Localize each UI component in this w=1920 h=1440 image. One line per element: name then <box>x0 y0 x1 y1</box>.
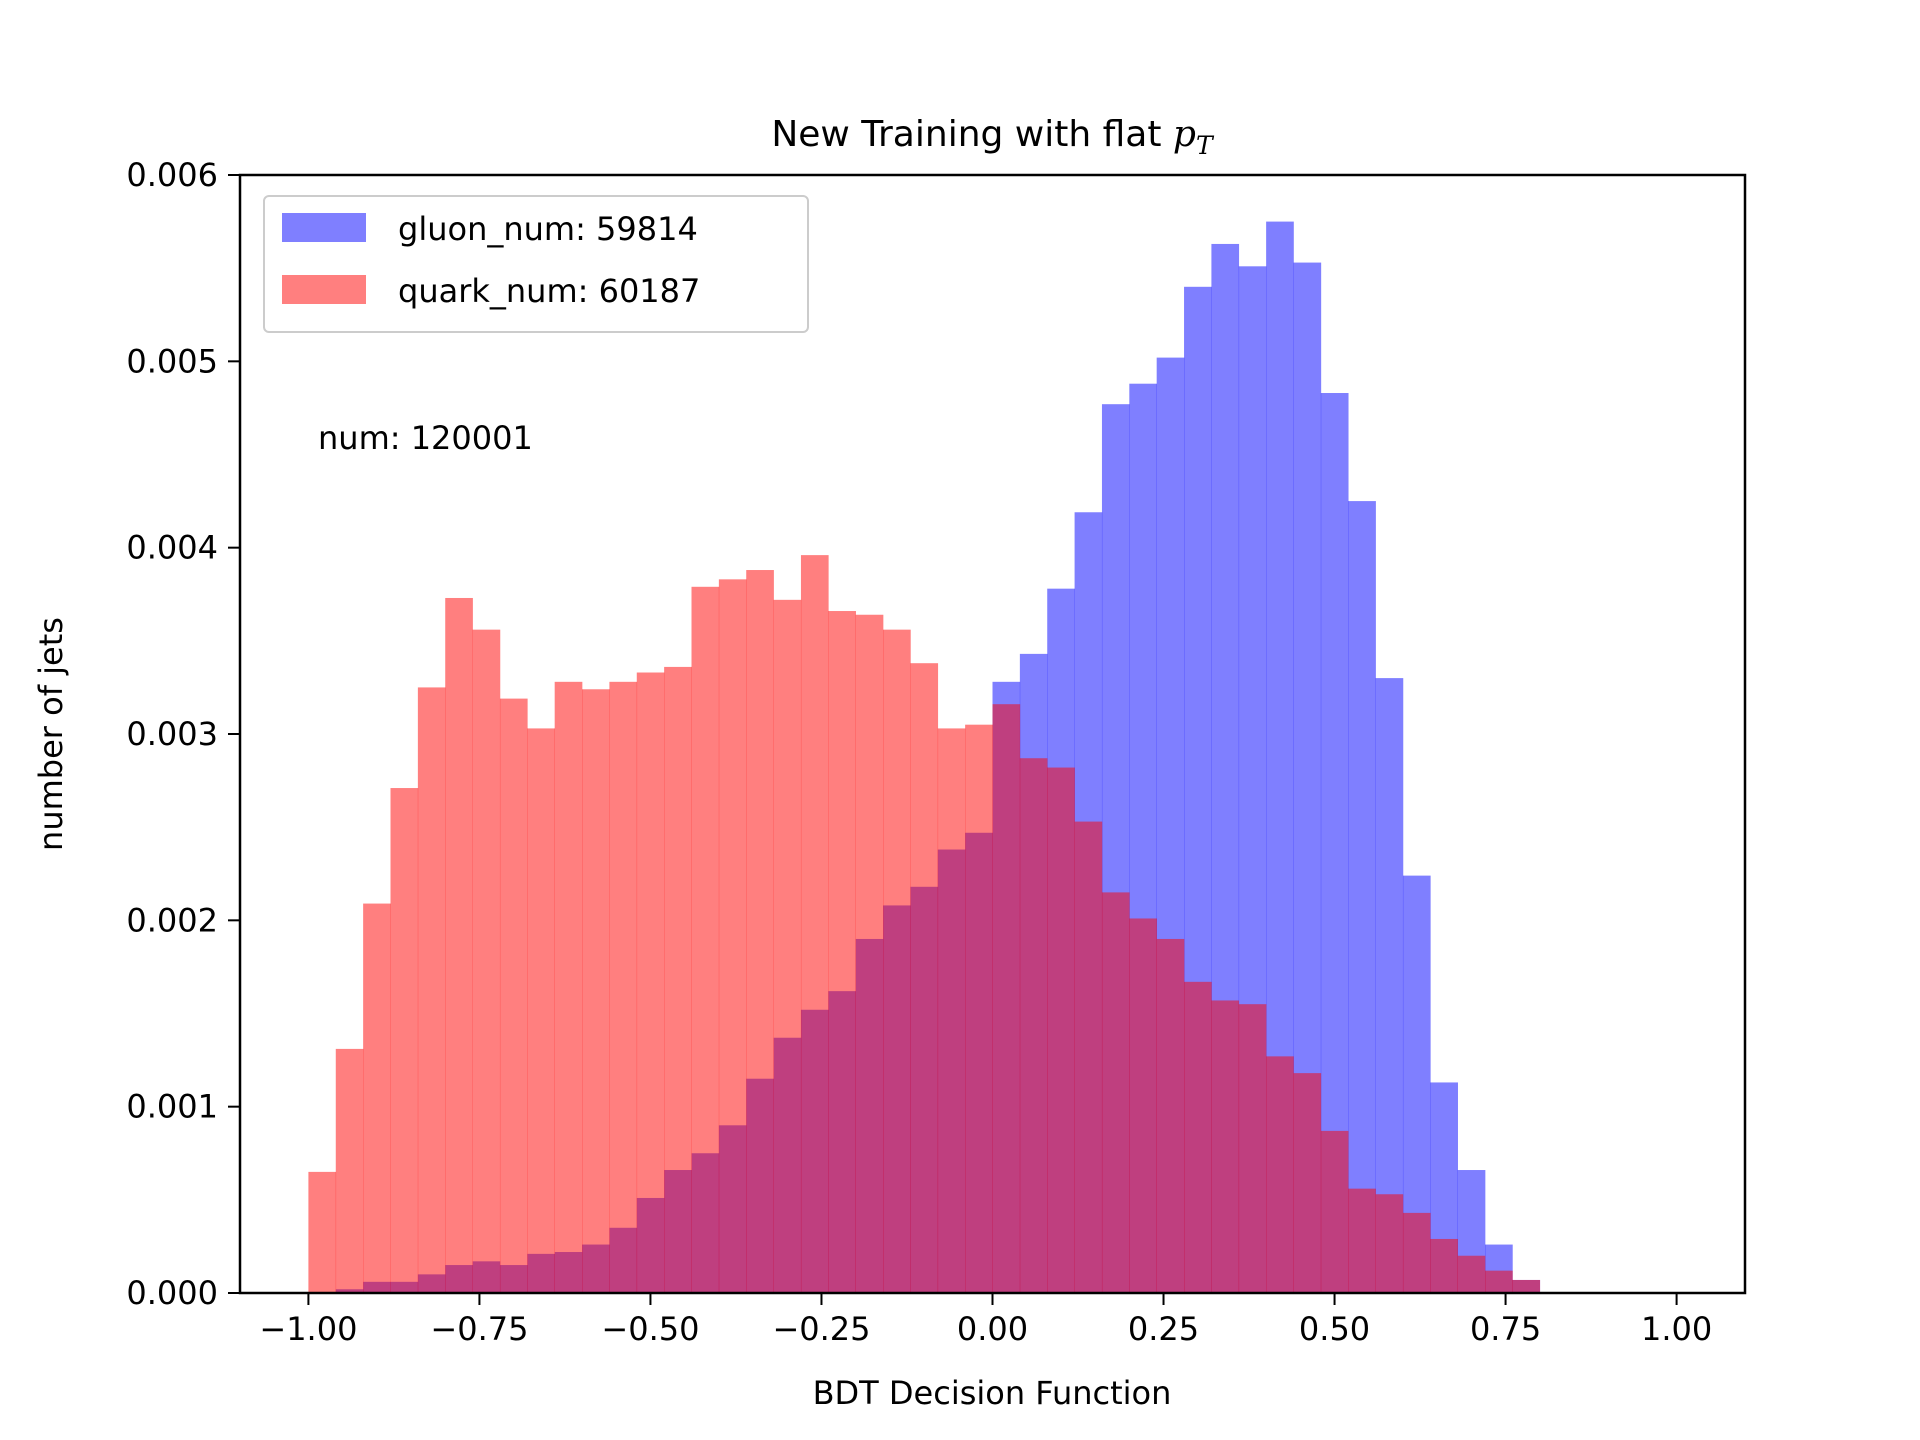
quark-bar <box>554 681 583 1293</box>
x-tick-label: 0.00 <box>957 1310 1028 1348</box>
quark-bar <box>691 586 720 1293</box>
y-axis-label: number of jets <box>32 617 70 851</box>
quark-bar <box>1375 1194 1404 1293</box>
quark-bar <box>773 599 802 1293</box>
histogram-bars <box>308 221 1568 1293</box>
y-axis-ticks: 0.000 0.001 0.002 0.003 0.004 0.005 0.006 <box>126 156 240 1312</box>
quark-bar <box>1129 918 1157 1293</box>
quark-bar <box>335 1048 364 1293</box>
y-tick-label: 0.001 <box>126 1088 218 1126</box>
quark-bar <box>664 666 692 1293</box>
quark-bar <box>1430 1238 1458 1293</box>
y-tick-label: 0.003 <box>126 715 218 753</box>
series-quark <box>308 555 1541 1293</box>
quark-bar <box>855 614 884 1293</box>
x-axis-ticks: −1.00 −0.75 −0.50 −0.25 0.00 0.25 0.50 0.75 1.00 <box>259 1293 1712 1348</box>
quark-bar <box>499 698 528 1293</box>
quark-bar <box>1211 1000 1240 1293</box>
quark-bar <box>472 629 501 1293</box>
x-tick-label: −0.25 <box>772 1310 870 1348</box>
quark-bar <box>1402 1212 1431 1293</box>
quark-bar <box>1238 1004 1267 1293</box>
quark-bar <box>390 788 419 1293</box>
quark-bar <box>965 724 993 1293</box>
y-tick-label: 0.000 <box>126 1274 218 1312</box>
quark-bar <box>992 704 1021 1293</box>
x-tick-label: −1.00 <box>259 1310 357 1348</box>
quark-bar <box>609 681 638 1293</box>
chart-title: New Training with flat pT <box>771 114 1215 160</box>
count-annotation: num: 120001 <box>318 419 533 457</box>
quark-bar <box>1348 1188 1376 1293</box>
legend-label-quark: quark_num: 60187 <box>398 272 700 310</box>
quark-bar <box>1074 821 1103 1293</box>
gluon-bar <box>1348 501 1376 1293</box>
quark-bar <box>746 570 774 1293</box>
legend-swatch-gluon <box>282 213 366 242</box>
quark-bar <box>1156 938 1185 1293</box>
y-tick-label: 0.005 <box>126 342 218 380</box>
quark-bar <box>937 728 966 1293</box>
quark-bar <box>363 903 391 1293</box>
x-tick-label: 0.50 <box>1299 1310 1370 1348</box>
y-tick-label: 0.004 <box>126 529 218 567</box>
quark-bar <box>1293 1073 1322 1293</box>
quark-bar <box>308 1171 337 1293</box>
legend-label-gluon: gluon_num: 59814 <box>398 210 698 248</box>
quark-bar <box>636 672 665 1293</box>
quark-bar <box>1512 1279 1541 1293</box>
quark-bar <box>1266 1056 1294 1293</box>
quark-bar <box>800 555 829 1293</box>
quark-bar <box>527 728 555 1293</box>
quark-bar <box>910 663 939 1293</box>
quark-bar <box>1457 1255 1486 1293</box>
y-tick-label: 0.006 <box>126 156 218 194</box>
quark-bar <box>883 629 911 1293</box>
quark-bar <box>1184 981 1212 1293</box>
x-axis-label: BDT Decision Function <box>813 1374 1172 1412</box>
x-tick-label: 1.00 <box>1641 1310 1712 1348</box>
quark-bar <box>582 689 610 1293</box>
quark-bar <box>445 597 473 1293</box>
quark-bar <box>417 687 446 1293</box>
quark-bar <box>718 579 747 1293</box>
quark-bar <box>1485 1270 1513 1293</box>
x-tick-label: −0.75 <box>430 1310 528 1348</box>
legend-frame <box>263 195 809 333</box>
quark-bar <box>1019 758 1048 1293</box>
x-tick-label: −0.50 <box>601 1310 699 1348</box>
gluon-bar <box>1375 678 1404 1293</box>
quark-bar <box>1320 1130 1349 1293</box>
y-tick-label: 0.002 <box>126 901 218 939</box>
x-tick-label: 0.25 <box>1128 1310 1199 1348</box>
quark-bar <box>828 611 856 1293</box>
legend-swatch-quark <box>282 275 366 304</box>
quark-bar <box>1101 892 1130 1293</box>
legend: gluon_num: 59814 quark_num: 60187 <box>263 195 809 333</box>
quark-bar <box>1047 767 1075 1293</box>
x-tick-label: 0.75 <box>1470 1310 1541 1348</box>
